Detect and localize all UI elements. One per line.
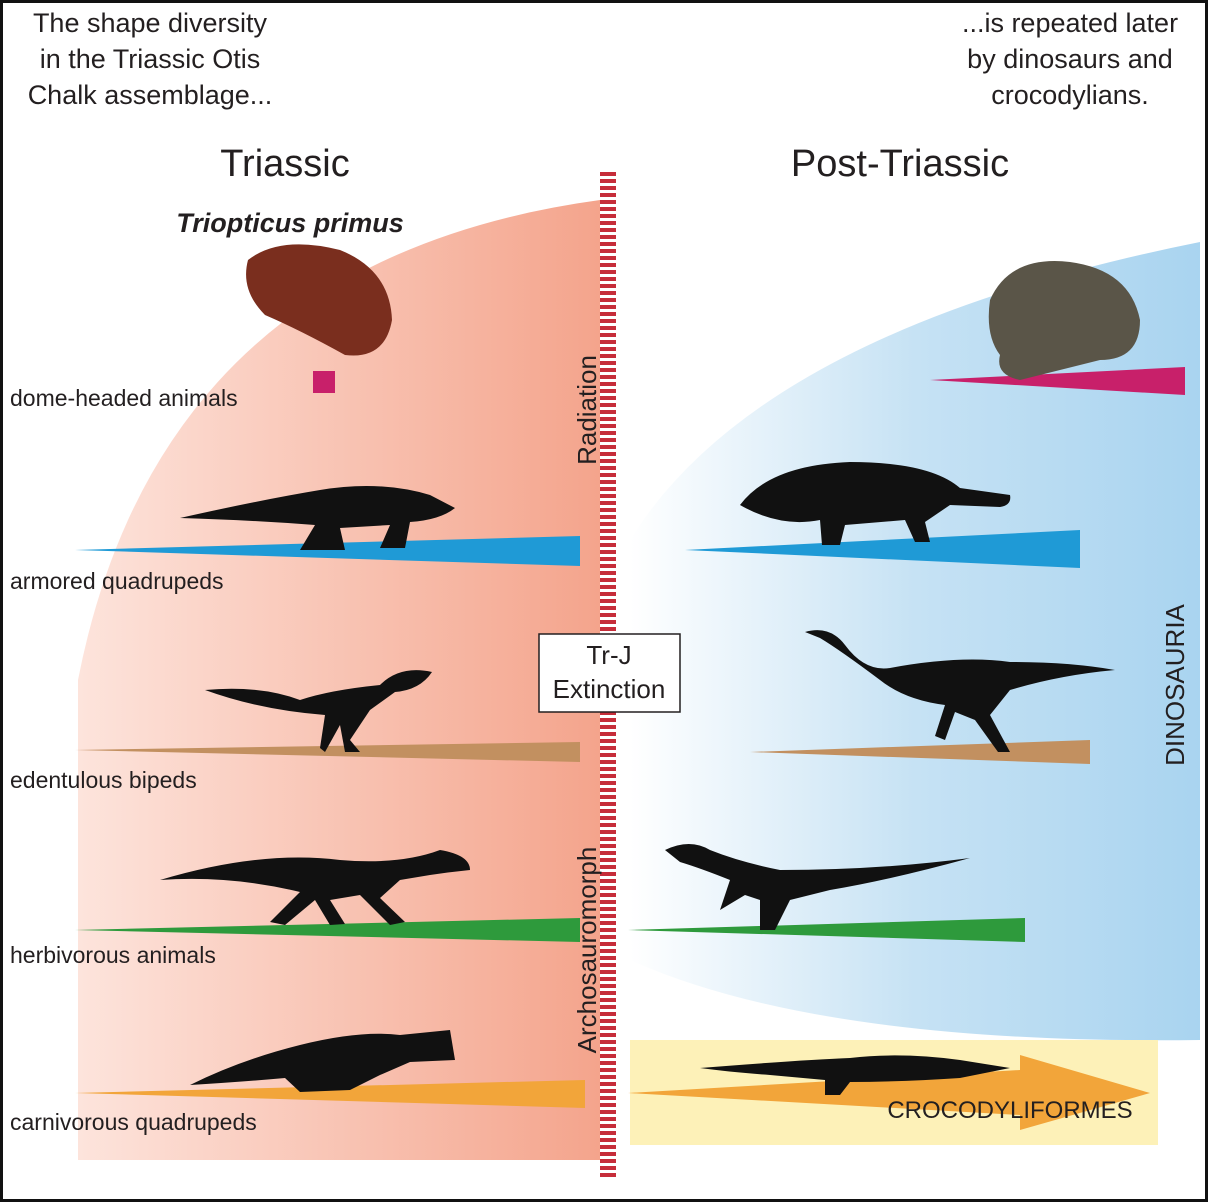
triassic-region xyxy=(78,200,600,1160)
clade-label: CROCODYLIFORMES xyxy=(887,1097,1132,1124)
wedge xyxy=(75,536,580,566)
dome-marker xyxy=(313,371,335,393)
silhouette xyxy=(180,486,455,550)
species-name: Triopticus primus xyxy=(176,208,404,238)
wedge xyxy=(628,918,1025,942)
silhouette xyxy=(205,670,432,752)
left-note: in the Triassic Otis xyxy=(40,44,261,74)
period-title: Post-Triassic xyxy=(791,143,1009,185)
pachycephalosaur-skull xyxy=(988,261,1140,380)
category-label: dome-headed animals xyxy=(10,385,238,411)
silhouette xyxy=(665,844,970,930)
period-title: Triassic xyxy=(220,143,349,185)
category-label: carnivorous quadrupeds xyxy=(10,1109,257,1135)
silhouette xyxy=(700,1055,1010,1095)
silhouettes xyxy=(160,462,1115,1095)
wedge xyxy=(75,918,580,942)
wedge xyxy=(628,1055,1150,1130)
wedge xyxy=(75,742,580,762)
right-note: ...is repeated later xyxy=(962,8,1178,38)
wedge xyxy=(75,1080,585,1108)
silhouette xyxy=(190,1030,455,1092)
post-triassic-region xyxy=(630,242,1200,1041)
right-note: crocodylians. xyxy=(991,80,1149,110)
archosauromorph-label: Archosauromorph xyxy=(572,847,602,1054)
category-label: edentulous bipeds xyxy=(10,767,197,793)
clade-label: DINOSAURIA xyxy=(1160,603,1190,765)
right-note: by dinosaurs and xyxy=(967,44,1173,74)
wedges xyxy=(75,367,1185,1130)
triopticus-skull xyxy=(246,244,392,356)
wedge xyxy=(930,367,1185,395)
left-note: The shape diversity xyxy=(33,8,268,38)
left-note: Chalk assemblage... xyxy=(28,80,273,110)
category-label: armored quadrupeds xyxy=(10,568,224,594)
event-label: Tr-J xyxy=(586,640,631,670)
silhouette xyxy=(160,850,470,925)
wedge xyxy=(685,530,1080,568)
event-box xyxy=(538,633,681,713)
silhouette xyxy=(740,462,1011,545)
radiation-label: Radiation xyxy=(572,355,602,465)
event-label: Extinction xyxy=(553,674,666,704)
category-label: herbivorous animals xyxy=(10,942,216,968)
silhouette xyxy=(805,630,1115,752)
